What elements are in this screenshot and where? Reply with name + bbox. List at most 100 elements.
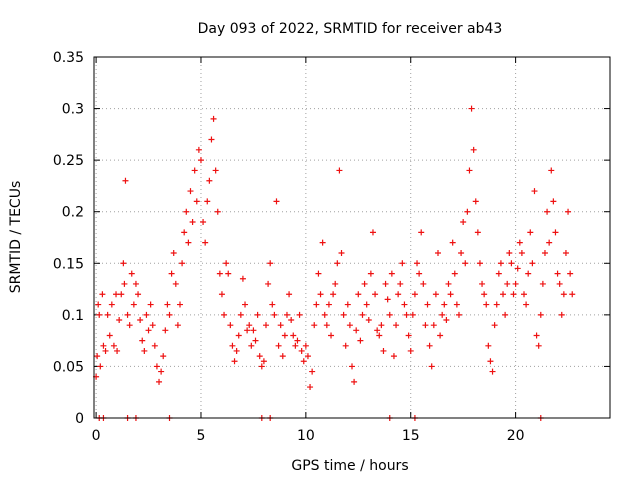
y-tick-label: 0.05 xyxy=(53,359,84,375)
data-point xyxy=(298,347,305,354)
data-point xyxy=(113,291,120,298)
data-point xyxy=(233,347,240,354)
data-point xyxy=(430,322,437,329)
data-point xyxy=(254,311,261,318)
data-point xyxy=(533,332,540,339)
data-point xyxy=(399,260,406,267)
data-point xyxy=(334,260,341,267)
data-point xyxy=(556,280,563,287)
y-tick-label: 0.1 xyxy=(62,308,84,324)
data-point xyxy=(380,347,387,354)
data-point xyxy=(401,301,408,308)
data-point xyxy=(189,219,196,226)
data-point xyxy=(416,270,423,277)
data-point xyxy=(537,311,544,318)
data-point xyxy=(363,301,370,308)
data-point xyxy=(147,301,154,308)
data-point xyxy=(432,291,439,298)
data-point xyxy=(290,332,297,339)
data-point xyxy=(445,280,452,287)
data-point xyxy=(365,317,372,324)
data-point xyxy=(223,260,230,267)
data-point xyxy=(273,198,280,205)
data-point xyxy=(384,296,391,303)
data-point xyxy=(183,208,190,215)
data-point xyxy=(267,260,274,267)
data-point xyxy=(510,291,517,298)
data-point xyxy=(407,347,414,354)
data-point xyxy=(137,317,144,324)
data-point xyxy=(269,301,276,308)
data-point xyxy=(216,270,223,277)
data-point xyxy=(535,342,542,349)
data-point xyxy=(139,337,146,344)
data-point xyxy=(525,270,532,277)
data-point xyxy=(195,146,202,153)
data-point xyxy=(441,301,448,308)
data-point xyxy=(466,167,473,174)
data-point xyxy=(516,239,523,246)
data-point xyxy=(172,280,179,287)
data-point xyxy=(437,332,444,339)
data-point xyxy=(395,291,402,298)
data-point xyxy=(504,280,511,287)
data-point xyxy=(439,311,446,318)
data-point xyxy=(317,291,324,298)
data-point xyxy=(476,260,483,267)
data-point xyxy=(403,311,410,318)
y-tick-label: 0.25 xyxy=(53,153,84,169)
data-point xyxy=(311,322,318,329)
data-point xyxy=(342,342,349,349)
data-point xyxy=(288,317,295,324)
data-point xyxy=(135,291,142,298)
data-point xyxy=(414,260,421,267)
data-point xyxy=(258,363,265,370)
data-point xyxy=(283,311,290,318)
data-point xyxy=(374,327,381,334)
data-point xyxy=(405,332,412,339)
data-point xyxy=(485,342,492,349)
data-point xyxy=(506,249,513,256)
data-point xyxy=(95,301,102,308)
data-point xyxy=(544,208,551,215)
axis-ticks: 0 0.05 0.1 0.15 0.2 0.25 0.3 0.35 0 5 10 15 20 xyxy=(53,50,610,444)
data-point xyxy=(523,301,530,308)
data-point xyxy=(96,311,103,318)
data-point xyxy=(319,239,326,246)
data-point xyxy=(122,177,129,184)
plot-frame xyxy=(93,56,611,419)
data-point xyxy=(315,270,322,277)
y-tick-label: 0.15 xyxy=(53,256,84,272)
data-point xyxy=(397,280,404,287)
data-point xyxy=(470,146,477,153)
data-point xyxy=(541,249,548,256)
data-point xyxy=(218,291,225,298)
data-point xyxy=(481,291,488,298)
data-point xyxy=(197,157,204,164)
data-point xyxy=(472,198,479,205)
data-point xyxy=(121,280,128,287)
data-point xyxy=(424,301,431,308)
data-point xyxy=(462,260,469,267)
data-point xyxy=(162,327,169,334)
data-point xyxy=(518,249,525,256)
data-point xyxy=(546,239,553,246)
data-point xyxy=(168,270,175,277)
x-tick-label: 10 xyxy=(297,428,315,444)
data-point xyxy=(145,327,152,334)
data-point xyxy=(491,322,498,329)
data-point xyxy=(248,342,255,349)
data-point xyxy=(332,280,339,287)
data-point xyxy=(210,115,217,122)
data-point xyxy=(110,342,117,349)
data-point xyxy=(344,301,351,308)
data-point xyxy=(164,301,171,308)
data-point xyxy=(447,291,454,298)
data-point xyxy=(265,280,272,287)
data-point xyxy=(353,327,360,334)
y-tick-label: 0 xyxy=(75,411,84,427)
data-point xyxy=(187,188,194,195)
data-point xyxy=(411,291,418,298)
data-point xyxy=(130,301,137,308)
data-point xyxy=(562,249,569,256)
